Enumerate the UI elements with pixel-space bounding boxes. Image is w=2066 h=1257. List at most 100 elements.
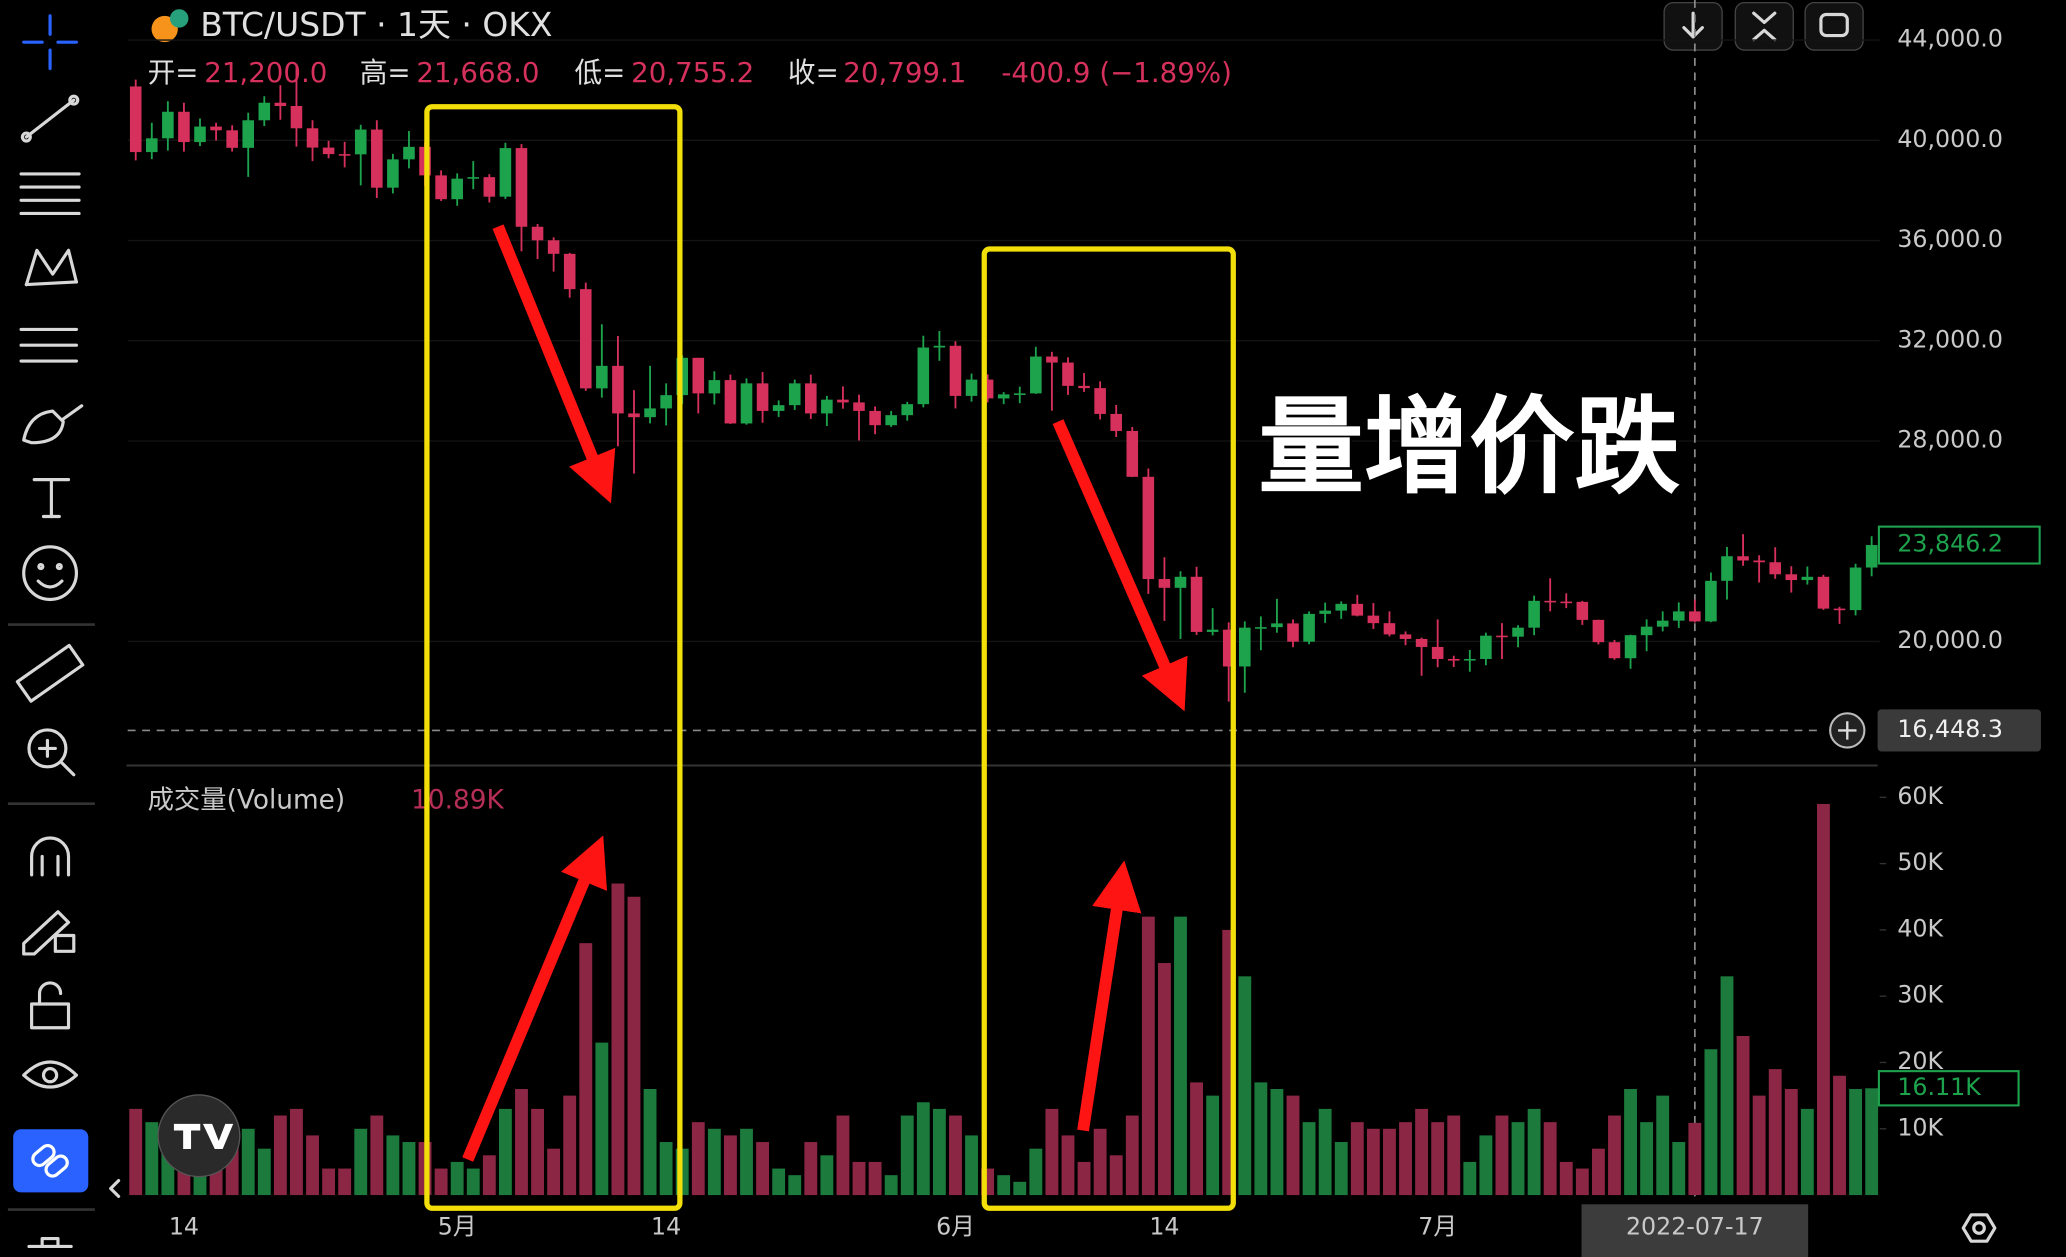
tv-logo-mark [173, 1123, 234, 1149]
candle-body [596, 365, 608, 389]
ohlc-key: 低= [574, 56, 625, 89]
ruler-tool[interactable] [15, 643, 85, 703]
settings-button[interactable] [1961, 1213, 1997, 1243]
volume-bar [1045, 1108, 1059, 1196]
fullscreen-button[interactable] [1804, 1, 1864, 51]
brush-tool[interactable] [22, 404, 84, 445]
volume-bar [1318, 1108, 1332, 1196]
volume-bar [1752, 1095, 1766, 1196]
crosshair-price-box [1877, 709, 2041, 752]
candle-body [1271, 623, 1283, 628]
volume-bar [1704, 1049, 1718, 1196]
volume-tick-label: 40K [1897, 914, 1944, 942]
last-volume-box [1877, 1070, 2020, 1107]
candle-body [1078, 385, 1090, 389]
candle-body [563, 253, 576, 290]
volume-bar [1447, 1115, 1461, 1196]
visibility-tool[interactable] [22, 1060, 79, 1089]
fib-tool[interactable] [19, 172, 81, 216]
volume-bar [306, 1135, 319, 1196]
candle-body [628, 413, 640, 418]
volume-bar [1800, 1108, 1814, 1196]
candle-body [1415, 638, 1428, 647]
candle-body [997, 394, 1010, 399]
y-tick-label: 36,000.0 [1897, 225, 2003, 253]
volume-bar [1286, 1095, 1300, 1196]
candle-body [290, 105, 303, 129]
candle-body [837, 399, 849, 403]
candle-body [1110, 413, 1122, 431]
volume-bar [531, 1108, 544, 1196]
prediction-tool[interactable] [19, 327, 79, 363]
crosshair-price-label: 16,448.3 [1897, 715, 2003, 743]
volume-bar [900, 1115, 914, 1196]
candle-body [1287, 623, 1299, 642]
candle-body [1849, 567, 1862, 611]
text-tool[interactable] [32, 478, 71, 519]
volume-bar [1736, 1035, 1750, 1196]
volume-bar [740, 1128, 753, 1196]
candle-body [579, 289, 592, 389]
candle-body [483, 177, 496, 197]
candle-body [821, 399, 833, 414]
last-price-label: 23,846.2 [1897, 530, 2003, 558]
candle-body [1142, 476, 1155, 580]
volume-bar [1849, 1089, 1863, 1196]
magnet-tool[interactable] [30, 836, 71, 877]
scroll-left[interactable] [109, 1178, 121, 1198]
ohlc-value: 21,200.0 [204, 56, 327, 89]
lock-tool[interactable] [30, 981, 71, 1030]
candle-body [194, 126, 206, 143]
volume-tick-label: 50K [1897, 848, 1944, 876]
volume-bar [932, 1108, 946, 1196]
volume-bar [1174, 916, 1187, 1196]
volume-bar [450, 1161, 464, 1196]
candle-body [708, 380, 721, 394]
volume-bar [257, 1148, 271, 1196]
candle-body [226, 130, 238, 148]
volume-bar [1109, 1155, 1123, 1196]
candle-body [1303, 613, 1315, 642]
trend-line-tool[interactable] [20, 94, 80, 143]
trash-tool[interactable] [27, 1236, 73, 1249]
candle-body [740, 383, 753, 424]
tv-logo[interactable] [157, 1094, 241, 1178]
collapse-button[interactable] [1734, 1, 1794, 51]
volume-bar [916, 1102, 930, 1196]
volume-bar [1415, 1108, 1429, 1196]
emoji-tool[interactable] [22, 545, 79, 602]
volume-bar [595, 1042, 609, 1196]
zoom-tool[interactable] [27, 728, 76, 777]
volume-bar [498, 1108, 512, 1196]
volume-bar [1029, 1148, 1043, 1196]
candle-body [1383, 623, 1396, 635]
lock-drawing-tool[interactable] [22, 910, 76, 956]
symbol-title[interactable]: BTC/USDT · 1天 · OKX [200, 5, 552, 44]
candle-body [274, 102, 287, 106]
volume-bar [563, 1095, 577, 1196]
candle-body [1335, 603, 1348, 611]
last-volume-label: 16.11K [1897, 1073, 1982, 1101]
last-price-box [1877, 525, 2041, 565]
candle-body [338, 154, 351, 156]
volume-bar [1559, 1161, 1573, 1196]
candle-body [1592, 619, 1605, 643]
candle-body [354, 129, 367, 155]
volume-bar [643, 1089, 657, 1196]
candle-body [1865, 545, 1878, 568]
volume-tick-label: 10K [1897, 1113, 1944, 1141]
ohlc-key: 收= [788, 56, 839, 89]
quote-icon [169, 9, 189, 28]
volume-bar [145, 1122, 159, 1196]
candle-body [1447, 658, 1460, 661]
volume-bar [547, 1148, 561, 1196]
down-arrow [492, 224, 616, 504]
volume-bar [579, 943, 593, 1196]
pattern-tool[interactable] [24, 248, 79, 287]
volume-bar [1206, 1095, 1220, 1196]
volume-bar [466, 1168, 480, 1196]
candle-body [1705, 580, 1717, 622]
crosshair-tool[interactable] [22, 14, 79, 71]
candle-body [724, 380, 737, 424]
